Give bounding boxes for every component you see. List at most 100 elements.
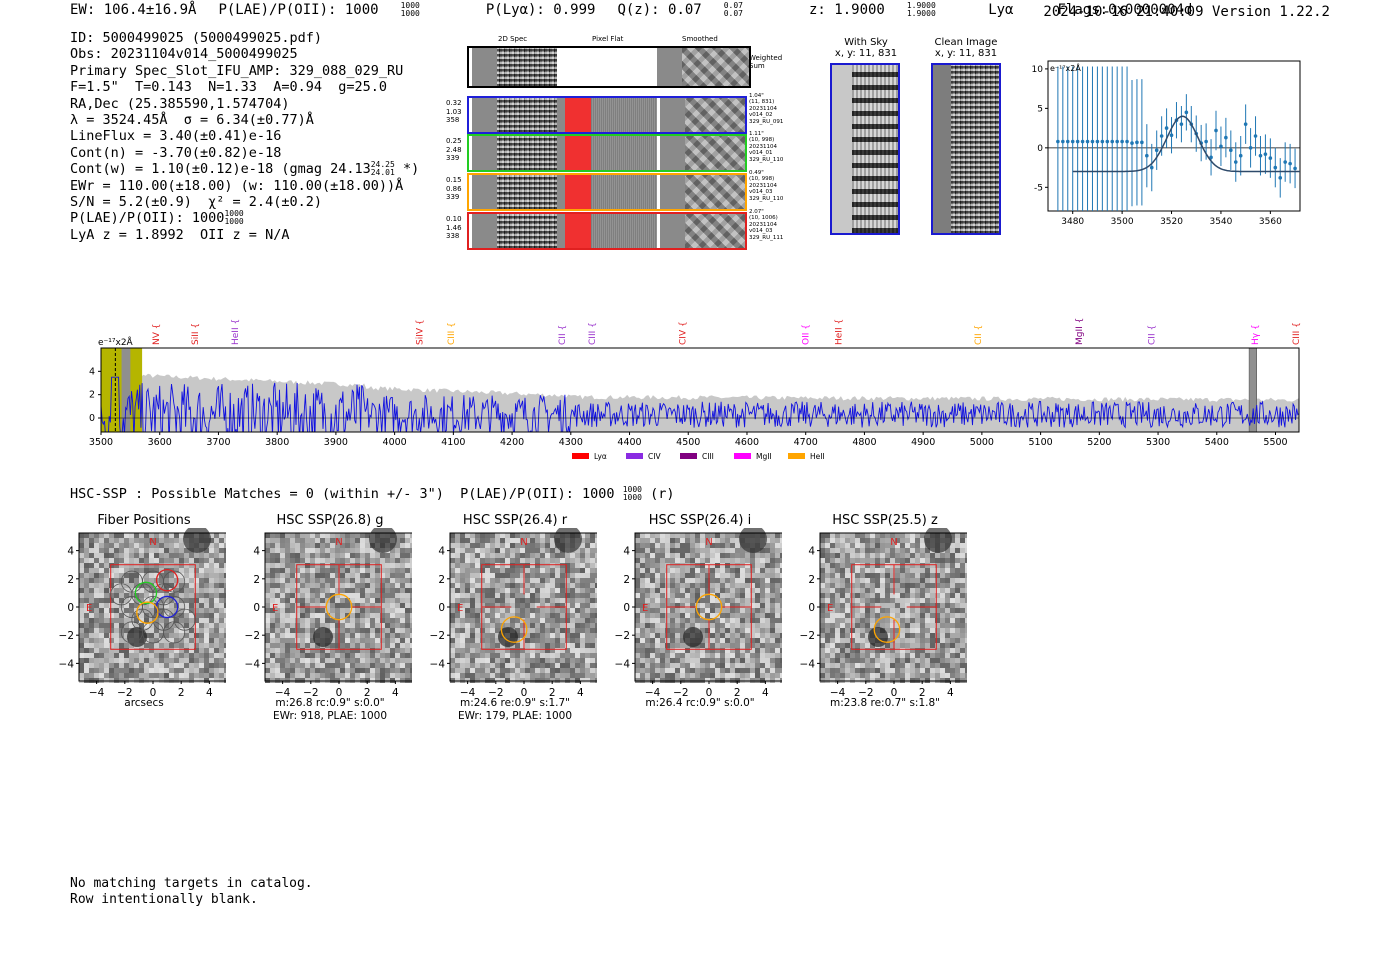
- cutout-caption: m:26.4 rc:0.9" s:0.0": [645, 697, 755, 709]
- fit-point: [1149, 165, 1154, 170]
- cutout-xtick-label: 4: [577, 687, 584, 699]
- fiber-circle: [163, 570, 186, 593]
- cutout-xtick-label: −4: [645, 687, 661, 699]
- compass-e: E: [86, 603, 92, 614]
- compass-n: N: [520, 537, 527, 548]
- fit-point: [1125, 139, 1129, 144]
- cutout-ytick-label: 0: [438, 602, 445, 614]
- spec-legend-label: MgII: [756, 452, 772, 461]
- cutout-ytick-label: 0: [253, 602, 260, 614]
- spec-xtick-label: 3600: [148, 437, 172, 448]
- fit-xtick-label: 3500: [1111, 217, 1134, 227]
- cutout-xtick-label: −2: [303, 687, 318, 699]
- cutout-image: N E 4 2 0 −2 −4 −4 −2 0 2 4: [245, 528, 412, 699]
- spec-highlight-inner: [121, 348, 131, 432]
- detection-sn: S/N = 5.2(±0.9) χ² = 2.4(±0.2): [70, 194, 322, 211]
- cutout-xtick-label: 0: [706, 687, 713, 699]
- cutout-xtick-label: −4: [275, 687, 291, 699]
- fiber-row-info: 2.07" (10, 1006) 20231104 v014_03 329_RU…: [749, 209, 784, 241]
- fiber-spec-panel: 2D Spec Pixel Flat Smoothed Weighted Sum…: [440, 34, 790, 256]
- spec-legend-swatch: [626, 453, 643, 459]
- spec-frame: [100, 347, 1300, 433]
- cutout-aperture: [873, 616, 901, 643]
- compass-e: E: [457, 603, 463, 614]
- cutout-ytick-label: −4: [59, 658, 75, 670]
- cutout-source-blob: [868, 627, 888, 647]
- cutout-ytick-label: 4: [253, 546, 260, 558]
- fit-point: [1233, 160, 1238, 164]
- line-fit-chart: 3480 3500 3520 3540 3560 10 5 0 -5 e⁻¹⁷x2Å: [1032, 60, 1301, 227]
- spec-line-marker: CIII {: [447, 322, 457, 345]
- fit-point: [1169, 133, 1174, 138]
- fit-point: [1105, 139, 1110, 144]
- fit-ytick-label: 5: [1037, 104, 1043, 114]
- z-value: z: 1.9000 1.9000 1.9000 Lyα: [809, 1, 1014, 19]
- fit-point: [1120, 139, 1124, 144]
- cutout-source-blob: [127, 627, 147, 647]
- cutout-title: HSC SSP(26.8) g: [276, 513, 384, 528]
- spec-xtick-label: 5200: [1087, 437, 1111, 448]
- fit-point: [1204, 139, 1208, 144]
- spec-xtick-label: 3500: [89, 437, 113, 448]
- fit-point: [1159, 134, 1164, 138]
- fit-point: [1288, 161, 1292, 166]
- fit-model-line: [1072, 115, 1300, 173]
- fit-unit-label: e⁻¹⁷x2Å: [1050, 62, 1081, 73]
- cutout-image: N E 4 2 0 −2 −4 −4 −2 0 2 4: [800, 528, 967, 699]
- spec-line-marker: OII {: [802, 324, 812, 345]
- fiber-row: [467, 173, 747, 211]
- fiber-circle: [173, 608, 196, 631]
- spec-line: [101, 376, 1299, 432]
- detection-lya: LyA z = 1.8992 OII z = N/A: [70, 226, 290, 243]
- compass-n: N: [705, 537, 712, 548]
- spec-line-marker: CIII {: [588, 322, 598, 345]
- cutout-source-blob: [683, 627, 703, 647]
- cutout-source-blob: [183, 528, 211, 553]
- cutout-source-blob: [554, 528, 582, 553]
- detection-id: ID: 5000499025 (5000499025.pdf): [70, 30, 322, 46]
- cutout-ytick-label: −2: [245, 630, 260, 642]
- cutout-image: N E 4 2 0 −2 −4 −4 −2 0 2 4: [615, 528, 782, 699]
- cutout-xtick-label: 2: [919, 687, 926, 699]
- fit-point: [1090, 139, 1095, 144]
- fit-point: [1140, 140, 1144, 145]
- footer-note: No matching targets in catalog. Row inten…: [70, 876, 313, 907]
- spec-xtick-label: 4600: [735, 437, 759, 448]
- fit-xtick-label: 3560: [1259, 217, 1282, 227]
- fiber-circle-green: [134, 581, 158, 605]
- fit-point: [1095, 139, 1100, 144]
- spec-unit-label: e⁻¹⁷x2Å: [98, 336, 134, 348]
- col-label-pixelflat: Pixel Flat: [592, 35, 624, 43]
- plae-header: P(LAE)/P(OII): 1000 1000 1000: [218, 1, 420, 19]
- spec-legend-swatch: [572, 453, 589, 459]
- spec-line-marker: NV {: [152, 324, 162, 345]
- clean-image-title: Clean Image x, y: 11, 831: [934, 37, 998, 59]
- cutout-ytick-label: 2: [438, 574, 445, 586]
- cutout-xtick-label: −2: [488, 687, 503, 699]
- cutout-ytick-label: −2: [430, 630, 445, 642]
- detection-lambda: λ = 3524.45Å σ = 6.34(±0.77)Å: [70, 112, 314, 129]
- cutout-ytick-label: −4: [800, 658, 816, 670]
- spec-data-group: [101, 348, 1299, 432]
- fit-xtick-label: 3480: [1061, 217, 1084, 227]
- fit-point: [1145, 153, 1149, 158]
- footer-line-2: Row intentionally blank.: [70, 891, 258, 907]
- fit-point: [1214, 128, 1218, 133]
- cutout-xtick-label: −4: [830, 687, 846, 699]
- spec-xtick-label: 4100: [441, 437, 465, 448]
- cutout-aperture: [325, 593, 353, 621]
- cutout-xtick-label: 2: [364, 687, 371, 699]
- cutout-xtick-label: −4: [460, 687, 476, 699]
- spec-line-marker: CII {: [1148, 325, 1158, 345]
- cutout-ytick-label: 0: [808, 602, 815, 614]
- fit-point: [1100, 139, 1105, 144]
- spec-line-marker: CII {: [558, 325, 568, 345]
- compass-e: E: [827, 603, 833, 614]
- fit-point: [1238, 153, 1243, 158]
- cutout-ytick-label: 0: [67, 602, 74, 614]
- detection-contn: Cont(n) = -3.70(±0.82)e-18: [70, 144, 282, 161]
- cutout-ytick-label: −4: [615, 658, 631, 670]
- fit-point: [1229, 148, 1233, 153]
- cutout-aperture: [500, 616, 528, 643]
- spec-xtick-label: 3900: [324, 437, 348, 448]
